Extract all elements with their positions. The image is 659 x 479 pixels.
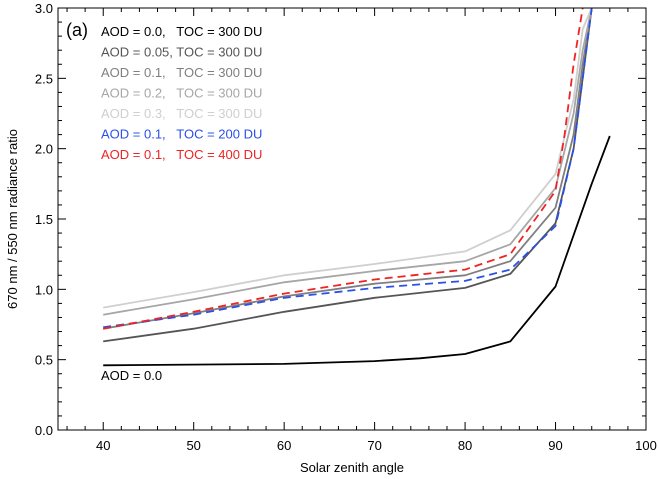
- y-tick-label: 1.5: [35, 212, 53, 227]
- y-tick-label: 2.5: [35, 71, 53, 86]
- legend: AOD = 0.0, TOC = 300 DU AOD = 0.05, TOC =…: [101, 24, 262, 162]
- y-axis-title: 670 nm / 550 nm radiance ratio: [5, 129, 20, 309]
- x-tick-label: 40: [96, 438, 110, 453]
- x-tick-label: 80: [458, 438, 472, 453]
- x-tick-label: 50: [186, 438, 200, 453]
- tick-labels: 40 50 60 70 80 90 100 0.0 0.5 1.0 1.5 2.0 2.5 3.0: [35, 1, 657, 453]
- y-tick-label: 3.0: [35, 1, 53, 16]
- series-line-7: [103, 8, 584, 330]
- x-tick-label: 90: [548, 438, 562, 453]
- legend-entry: AOD = 0.0, TOC = 300 DU: [101, 24, 262, 39]
- x-axis-title: Solar zenith angle: [300, 460, 404, 475]
- y-tick-label: 0.5: [35, 353, 53, 368]
- legend-entry: AOD = 0.1, TOC = 300 DU: [101, 65, 262, 80]
- y-tick-label: 1.0: [35, 282, 53, 297]
- series-line-5: [103, 8, 593, 309]
- y-tick-label: 2.0: [35, 142, 53, 157]
- legend-entry: AOD = 0.1, TOC = 200 DU: [101, 127, 262, 142]
- x-tick-label: 100: [635, 438, 657, 453]
- y-tick-label: 0.0: [35, 423, 53, 438]
- x-tick-label: 70: [367, 438, 381, 453]
- legend-entry: AOD = 0.1, TOC = 400 DU: [101, 147, 262, 162]
- series-lines: [103, 8, 611, 367]
- axis-ticks: [58, 7, 647, 431]
- series-line-3: [103, 8, 593, 330]
- series-line-6: [103, 8, 593, 329]
- series-line-4: [103, 8, 593, 316]
- legend-entry: AOD = 0.2, TOC = 300 DU: [101, 86, 262, 101]
- annotation-aod-zero: AOD = 0.0: [101, 368, 162, 383]
- x-tick-label: 60: [277, 438, 291, 453]
- panel-label: (a): [66, 20, 88, 40]
- legend-entry: AOD = 0.3, TOC = 300 DU: [101, 106, 262, 121]
- plot-frame: [57, 7, 647, 431]
- series-line-1: [103, 135, 611, 367]
- legend-entry: AOD = 0.05, TOC = 300 DU: [101, 45, 262, 60]
